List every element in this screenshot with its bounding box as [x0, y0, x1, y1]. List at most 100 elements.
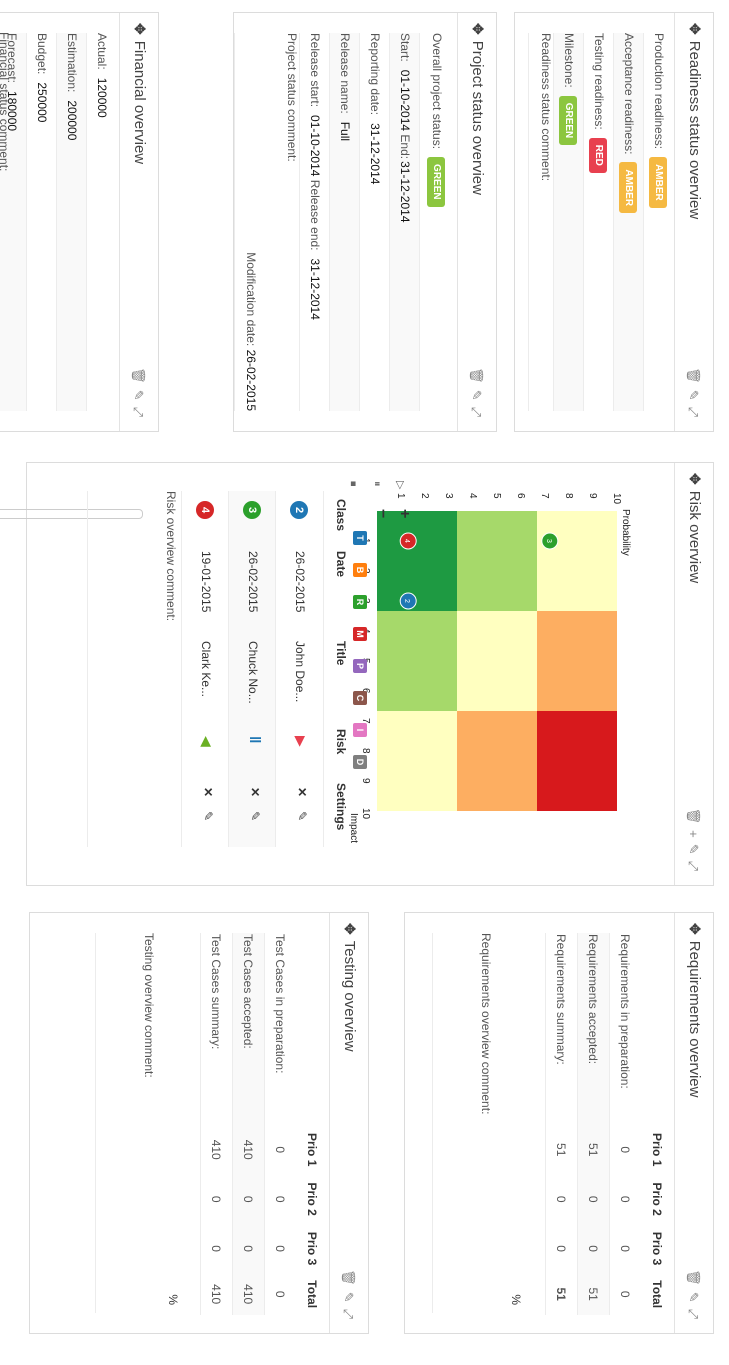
expand-icon[interactable]: ⤢ — [341, 1308, 356, 1325]
table-row: Test Cases summary: 410 0 0 410 — [200, 933, 233, 1315]
add-icon[interactable]: + — [686, 830, 701, 844]
class-filter-button[interactable]: R — [353, 595, 367, 609]
expand-icon[interactable]: ⤢ — [686, 1308, 701, 1325]
pause-icon[interactable]: ⏸ — [371, 481, 383, 487]
readiness-comment: Readiness status comment: — [528, 33, 553, 411]
delete-icon[interactable]: 🗑 — [686, 807, 701, 831]
edit-pencil-icon[interactable]: ✎ — [248, 811, 262, 822]
zoom-in-button[interactable]: + — [396, 509, 413, 519]
y-tick-label: 5 — [491, 493, 502, 499]
table-row[interactable]: 4 19-01-2015 Clark Ke... ◀ ✕ ✎ — [181, 491, 228, 847]
delete-icon[interactable]: 🗑 — [341, 1269, 356, 1292]
delete-icon[interactable]: ✕ — [248, 787, 262, 798]
table-header: Prio 1 Prio 2 Prio 3 Total — [305, 1133, 319, 1309]
class-badge: 3 — [243, 501, 261, 519]
risk-zone-cell — [457, 711, 537, 811]
class-filter-button[interactable]: I — [353, 723, 367, 737]
table-row: Requirements summary: 51 0 0 51 — [545, 933, 578, 1315]
delete-icon[interactable]: ✕ — [201, 787, 215, 798]
delete-icon[interactable]: 🗑 — [686, 367, 701, 390]
x-tick-label: 7 — [360, 718, 371, 724]
requirements-percent: % — [509, 1294, 523, 1305]
readiness-panel-header: ✥ Readiness status overview 🗑✎⤢ — [674, 13, 713, 431]
financial-title: Financial overview — [131, 40, 148, 165]
x-tick-label: 10 — [360, 808, 371, 820]
expand-icon[interactable]: ⤢ — [131, 406, 146, 423]
move-icon[interactable]: ✥ — [470, 23, 486, 35]
expand-icon[interactable]: ⤢ — [686, 860, 701, 877]
class-filter-button[interactable]: M — [353, 627, 367, 641]
delete-icon[interactable]: ✕ — [295, 787, 309, 798]
edit-pencil-icon[interactable]: ✎ — [295, 811, 309, 822]
zoom-out-button[interactable]: − — [374, 509, 391, 519]
project-reporting-row: Reporting date:31-12-2014 — [359, 33, 389, 411]
project-panel: ✥ Project status overview 🗑✎⤢ Overall pro… — [233, 12, 497, 432]
readiness-title: Readiness status overview — [686, 40, 703, 220]
stop-icon[interactable]: ⏹ — [347, 481, 359, 487]
y-tick-label: 3 — [443, 493, 454, 499]
move-icon[interactable]: ✥ — [687, 23, 703, 35]
table-row: Test Cases accepted: 410 0 0 410 — [232, 933, 265, 1315]
risk-zone-cell — [457, 511, 537, 611]
column-header: Class — [334, 499, 348, 532]
risk-zone-cell — [537, 511, 617, 611]
financial-comment-label: Financial status comment: — [0, 32, 11, 172]
table-header: Prio 1 Prio 2 Prio 3 Total — [650, 1133, 664, 1309]
risk-panel-header: ✥ Risk overview 🗑+✎⤢ — [674, 463, 713, 885]
project-panel-header: ✥ Project status overview 🗑✎⤢ — [457, 13, 496, 431]
readiness-row-production: Production readiness:AMBER — [643, 33, 673, 411]
risk-marker-label: 4 — [403, 539, 410, 543]
status-badge: AMBER — [649, 157, 668, 208]
project-release-row: Release start:01-10-2014 Release end:31-… — [299, 33, 329, 411]
risk-zone-cell — [377, 511, 457, 611]
delete-icon[interactable]: 🗑 — [686, 1269, 701, 1292]
x-tick-label: 8 — [360, 748, 371, 754]
testing-comment: Testing overview comment: — [95, 933, 156, 1313]
class-filter-button[interactable]: C — [353, 691, 367, 705]
triangle-red-icon: ▶ — [293, 736, 309, 747]
triangle-green-icon: ◀ — [199, 736, 215, 747]
expand-icon[interactable]: ⤢ — [686, 406, 701, 423]
y-tick-label: 10 — [611, 493, 622, 505]
x-tick-label: 9 — [360, 778, 371, 784]
delete-icon[interactable]: 🗑 — [469, 367, 484, 390]
move-icon[interactable]: ✥ — [687, 923, 703, 935]
class-filter-button[interactable]: B — [353, 563, 367, 577]
testing-panel: ✥ Testing overview 🗑✎⤢ Prio 1 Prio 2 Prio… — [29, 912, 369, 1334]
edit-icon[interactable]: ✎ — [686, 389, 701, 407]
edit-icon[interactable]: ✎ — [131, 389, 146, 407]
column-header: Title — [334, 641, 348, 666]
move-icon[interactable]: ✥ — [342, 923, 358, 935]
y-tick-label: 9 — [587, 493, 598, 499]
risk-marker-label: 3 — [545, 539, 552, 543]
y-tick-label: 2 — [419, 493, 430, 499]
risk-zone-cell — [377, 611, 457, 711]
play-icon[interactable]: ▷ — [394, 481, 406, 490]
table-row: Requirements accepted: 51 0 0 51 — [577, 933, 610, 1315]
class-filter-button[interactable]: D — [353, 755, 367, 769]
class-filter-button[interactable]: P — [353, 659, 367, 673]
risk-marker[interactable] — [399, 592, 417, 610]
edit-pencil-icon[interactable]: ✎ — [201, 811, 215, 822]
financial-row-estimation: Estimation:200000 — [56, 33, 86, 411]
move-icon[interactable]: ✥ — [132, 23, 148, 35]
move-icon[interactable]: ✥ — [687, 473, 703, 485]
table-row[interactable]: 3 26-02-2015 Chuck No... ‖ ✕ ✎ — [228, 491, 275, 847]
project-dates-row: Start:01-10-2014 End:31-12-2014 — [389, 33, 419, 411]
delete-icon[interactable]: 🗑 — [131, 367, 146, 390]
requirements-panel: ✥ Requirements overview 🗑✎⤢ Prio 1 Prio 2… — [404, 912, 714, 1334]
risk-matrix-chart: 1234567891012345678910 423 Probability I… — [348, 493, 631, 843]
requirements-title: Requirements overview — [686, 940, 703, 1098]
edit-icon[interactable]: ✎ — [341, 1291, 356, 1309]
risk-marker[interactable] — [399, 532, 417, 550]
expand-icon[interactable]: ⤢ — [469, 406, 484, 423]
column-header: Date — [334, 551, 348, 578]
edit-icon[interactable]: ✎ — [686, 1291, 701, 1309]
requirements-comment: Requirements overview comment: — [432, 933, 493, 1313]
edit-icon[interactable]: ✎ — [469, 389, 484, 407]
risk-marker[interactable] — [541, 532, 559, 550]
requirements-panel-header: ✥ Requirements overview 🗑✎⤢ — [674, 913, 713, 1333]
table-row[interactable]: 2 26-02-2015 John Doe... ▶ ✕ ✎ — [275, 491, 322, 847]
class-filter-button[interactable]: T — [353, 531, 367, 545]
edit-icon[interactable]: ✎ — [686, 843, 701, 861]
